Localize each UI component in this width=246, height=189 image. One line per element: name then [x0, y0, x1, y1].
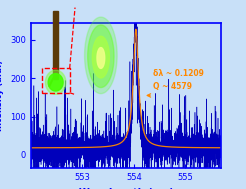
Polygon shape	[88, 25, 114, 88]
Bar	[53, 11, 59, 79]
Polygon shape	[97, 48, 105, 68]
Bar	[42, 68, 70, 93]
Polygon shape	[92, 36, 109, 78]
X-axis label: Wavelength (nm): Wavelength (nm)	[78, 188, 174, 189]
Polygon shape	[85, 17, 117, 94]
Text: δλ ~ 0.1209
Q ~ 4579: δλ ~ 0.1209 Q ~ 4579	[154, 69, 204, 91]
Polygon shape	[45, 70, 66, 94]
Polygon shape	[48, 74, 63, 91]
Y-axis label: Intensity (a.u.): Intensity (a.u.)	[0, 60, 4, 131]
